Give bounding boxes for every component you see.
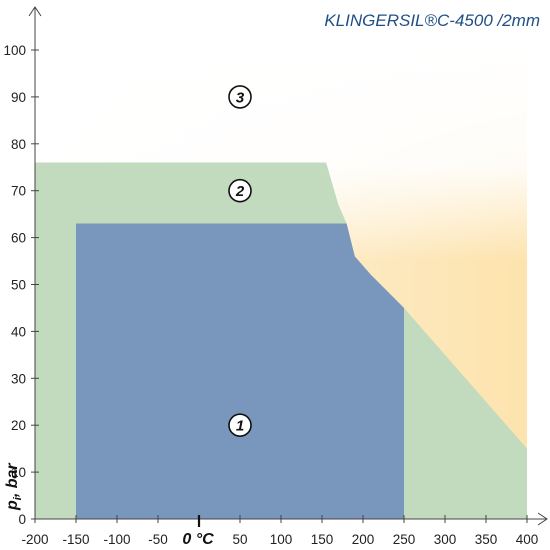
x-tick-label: 250 bbox=[393, 532, 416, 547]
axes bbox=[28, 6, 548, 527]
x-tick-label: -100 bbox=[103, 532, 130, 547]
y-axis-label-unit: , bar bbox=[4, 463, 21, 499]
x-tick-label: 350 bbox=[475, 532, 498, 547]
zone-3-circle bbox=[228, 85, 252, 109]
zone-1-area bbox=[76, 223, 404, 519]
x-tick-label: 150 bbox=[311, 532, 334, 547]
x-axis-arrow-icon bbox=[537, 512, 548, 526]
y-axis-arrow-icon bbox=[28, 6, 42, 17]
y-axis-label-subscript: i bbox=[12, 496, 24, 500]
tick-labels: 0 10 20 30 40 50 60 70 80 90 100 -200 -150 -100 -50 50 1… bbox=[3, 43, 538, 547]
y-tick-label: 70 bbox=[11, 184, 26, 199]
zone-1-label: 1 bbox=[236, 418, 244, 435]
x-tick-label: 200 bbox=[352, 532, 375, 547]
chart-title: KLINGERSIL®C-4500 /2mm bbox=[324, 11, 540, 30]
x-tick-label: 100 bbox=[270, 532, 293, 547]
x-tick-label: -150 bbox=[62, 532, 89, 547]
zone-1-marker: 1 bbox=[228, 413, 252, 438]
svg-text:pi, bar: pi, bar bbox=[4, 463, 24, 511]
zone-1-circle bbox=[228, 413, 252, 438]
y-tick-label: 10 bbox=[11, 465, 26, 480]
y-tick-label: 50 bbox=[11, 278, 26, 293]
zone-2-marker: 2 bbox=[228, 178, 252, 203]
y-tick-label: 30 bbox=[11, 371, 26, 386]
x-tick-label: 300 bbox=[434, 532, 457, 547]
y-tick-label: 80 bbox=[11, 137, 26, 152]
x-tick-label: 50 bbox=[232, 532, 247, 547]
y-axis-label-symbol: p bbox=[4, 500, 21, 511]
zone-3-marker: 3 bbox=[228, 85, 252, 109]
zone-2-circle bbox=[228, 178, 252, 203]
zero-celsius-label: 0 °C bbox=[182, 531, 214, 548]
x-tick-label: 400 bbox=[516, 532, 539, 547]
zone-3-label: 3 bbox=[236, 89, 245, 106]
y-tick-label: 100 bbox=[3, 43, 26, 58]
y-tick-label: 0 bbox=[18, 512, 26, 527]
x-tick-label: -50 bbox=[148, 532, 168, 547]
zone-labels: 1 2 3 bbox=[228, 85, 252, 438]
x-tick-label: -200 bbox=[21, 532, 48, 547]
y-tick-label: 20 bbox=[11, 418, 26, 433]
y-tick-label: 40 bbox=[11, 324, 26, 339]
y-tick-label: 60 bbox=[11, 231, 26, 246]
zone-2-label: 2 bbox=[235, 183, 245, 200]
y-axis-label: pi, bar bbox=[4, 463, 24, 511]
y-tick-label: 90 bbox=[11, 90, 26, 105]
tick-marks bbox=[31, 49, 528, 523]
